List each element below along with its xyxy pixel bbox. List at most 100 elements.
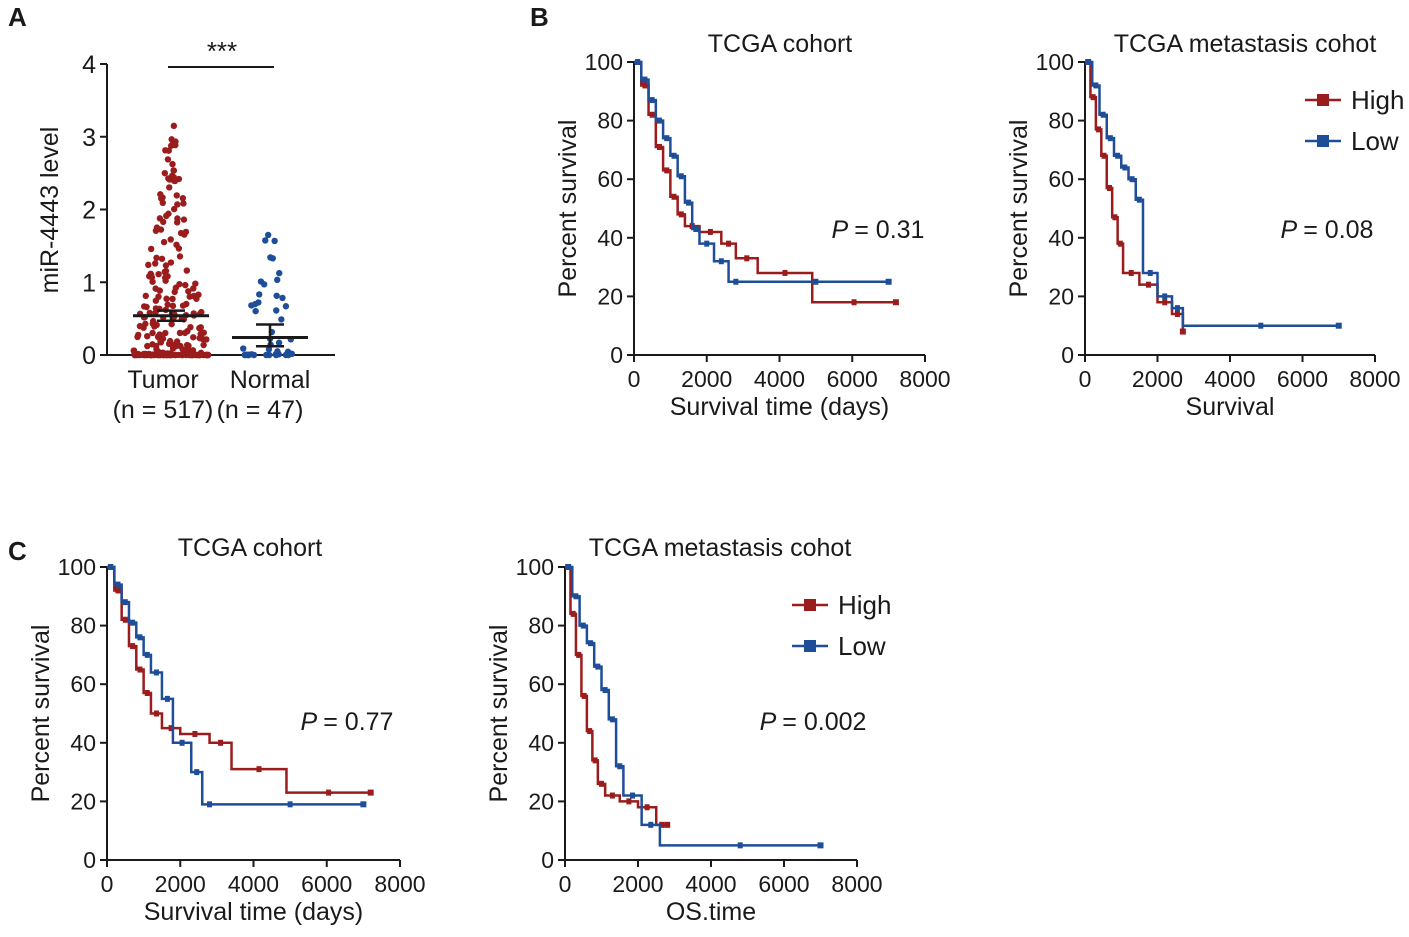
group-n-label-tumor: (n = 517) [113, 396, 214, 424]
censor-mark-low-c2 [648, 821, 654, 828]
legend-marker-low-c2 [804, 640, 816, 652]
data-point-tumor [174, 201, 181, 208]
censor-mark-low-b2 [1093, 82, 1099, 89]
data-point-tumor [165, 175, 172, 182]
censor-mark-low-b2 [1147, 269, 1153, 276]
censor-mark-low-c1 [137, 634, 143, 641]
censor-mark-high-b1 [664, 167, 670, 174]
data-point-tumor [152, 297, 160, 304]
x-axis-label-c2: OS.time [666, 898, 756, 926]
data-point-tumor [169, 295, 176, 303]
censor-mark-high-c1 [367, 789, 374, 796]
y-tick-label-b1: 0 [610, 342, 623, 368]
censor-mark-low-b1 [733, 278, 739, 285]
legend-marker-high-c2 [804, 599, 816, 611]
data-point-tumor [197, 334, 204, 341]
chart-title-c1: TCGA cohort [178, 534, 323, 562]
data-point-tumor [149, 329, 156, 337]
data-point-tumor [193, 295, 200, 302]
x-axis-label-c1: Survival time (days) [144, 898, 364, 926]
censor-mark-low-c1 [179, 739, 185, 746]
data-point-tumor [135, 331, 142, 339]
data-point-tumor [176, 253, 184, 260]
censor-mark-low-c1 [108, 564, 114, 570]
data-point-normal [266, 351, 273, 359]
data-point-tumor [153, 254, 160, 262]
censor-mark-low-c2 [566, 564, 572, 570]
censor-mark-high-c1 [144, 689, 150, 696]
y-tick-label-b2: 20 [1048, 283, 1074, 309]
y-tick-label-c1: 40 [70, 730, 96, 756]
data-point-tumor [172, 284, 180, 291]
censor-mark-low-c2 [588, 640, 594, 647]
data-point-normal [252, 307, 259, 315]
censor-mark-high-b1 [726, 240, 732, 247]
data-point-tumor [161, 169, 168, 177]
censor-mark-high-b2 [1145, 281, 1151, 288]
censor-mark-high-b1 [671, 193, 677, 200]
censor-mark-low-b1 [656, 117, 662, 124]
x-tick-label-b1: 0 [628, 366, 641, 392]
censor-mark-low-b2 [1258, 322, 1264, 329]
data-point-tumor [196, 324, 203, 332]
censor-mark-high-b2 [1101, 152, 1107, 159]
y-tick-label-b1: 20 [597, 283, 623, 309]
data-point-tumor [181, 329, 189, 337]
group-n-label-normal: (n = 47) [217, 396, 304, 424]
data-point-tumor [152, 260, 159, 267]
data-point-tumor [189, 351, 196, 359]
y-tick-label-b2: 60 [1048, 166, 1074, 192]
censor-mark-high-c2 [592, 757, 598, 764]
data-point-tumor [183, 300, 190, 308]
data-point-tumor [197, 349, 205, 357]
data-point-tumor [163, 212, 170, 220]
data-point-tumor [144, 342, 151, 350]
data-point-tumor [149, 341, 156, 348]
censor-mark-high-b1 [892, 299, 899, 306]
data-point-tumor [176, 329, 184, 337]
x-tick-label-c2: 4000 [685, 871, 736, 897]
data-point-tumor [175, 245, 183, 252]
chart-title-c2: TCGA metastasis cohot [589, 534, 852, 562]
y-tick-label-c1: 100 [58, 554, 96, 580]
data-point-tumor [179, 194, 187, 202]
data-point-normal [279, 294, 286, 302]
y-tick-label-a: 1 [82, 269, 96, 297]
data-point-tumor [131, 351, 138, 359]
data-point-tumor [189, 347, 197, 354]
censor-mark-low-c1 [164, 695, 170, 702]
group-label-tumor: Tumor [127, 366, 198, 394]
data-point-tumor [154, 333, 162, 341]
x-tick-label-c1: 8000 [374, 871, 425, 897]
censor-mark-low-c2 [595, 663, 601, 670]
panel-label-b: B [530, 2, 549, 32]
censor-mark-low-c1 [115, 581, 121, 588]
censor-mark-low-b1 [642, 76, 648, 83]
data-point-normal [275, 339, 283, 346]
censor-mark-high-b1 [649, 111, 655, 118]
data-point-normal [274, 348, 281, 355]
censor-mark-high-b1 [656, 143, 662, 150]
data-point-tumor [172, 351, 180, 359]
data-point-tumor [177, 342, 184, 350]
x-tick-label-b2: 4000 [1204, 366, 1255, 392]
censor-mark-high-c1 [115, 587, 121, 594]
data-point-tumor [156, 287, 164, 294]
censor-mark-low-c2 [817, 842, 824, 849]
chart-title-b1: TCGA cohort [708, 30, 853, 58]
data-point-normal [264, 231, 272, 239]
y-axis-label-a: miR-4443 level [36, 127, 64, 294]
y-tick-label-b2: 0 [1061, 342, 1074, 368]
data-point-normal [256, 291, 263, 298]
data-point-normal [242, 351, 250, 358]
censor-mark-low-b1 [664, 135, 670, 142]
group-label-normal: Normal [230, 366, 311, 394]
chart-title-b2: TCGA metastasis cohot [1114, 30, 1377, 58]
data-point-normal [262, 237, 269, 244]
data-point-tumor [182, 281, 189, 289]
censor-mark-low-b1 [885, 278, 892, 285]
x-axis-label-b2: Survival [1186, 393, 1275, 421]
censor-mark-low-c2 [630, 792, 636, 799]
y-tick-label-b1: 100 [585, 49, 623, 75]
